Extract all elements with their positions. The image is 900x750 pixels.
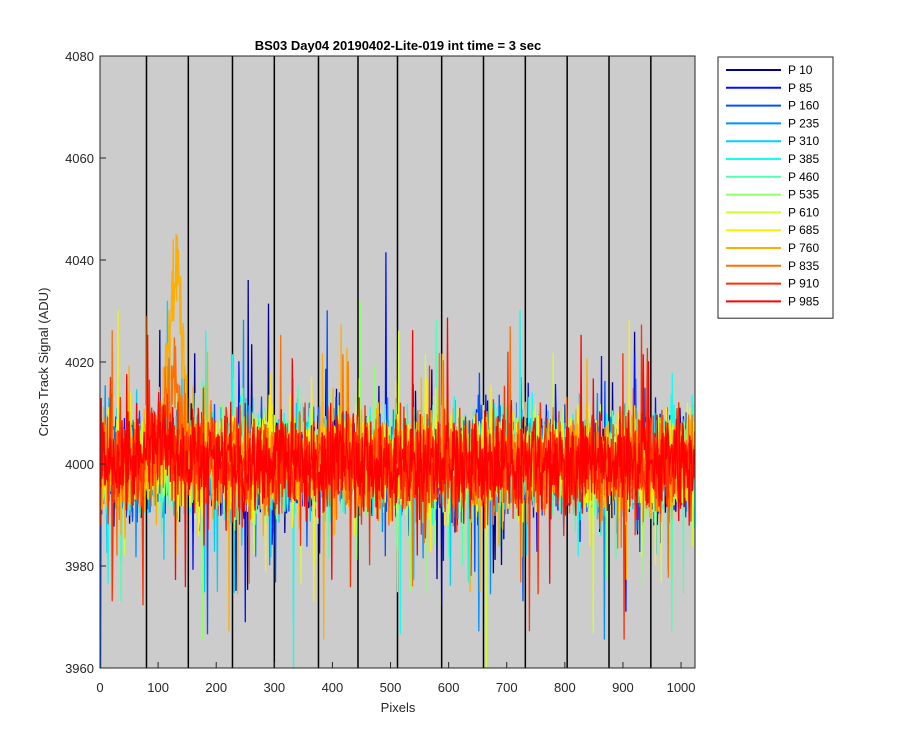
- legend: P 10 P 85 P 160 P 235 P 310 P 385 P 460 P 535 P …: [717, 56, 834, 319]
- y-tick-label: 4040: [65, 253, 94, 268]
- x-tick-label: 700: [496, 680, 518, 695]
- legend-label: P 610: [788, 205, 819, 219]
- legend-label: P 10: [788, 63, 813, 77]
- x-tick-label: 600: [438, 680, 460, 695]
- legend-label: P 835: [788, 259, 819, 273]
- y-tick-label: 3960: [65, 661, 94, 676]
- x-axis-label: Pixels: [381, 700, 416, 715]
- x-tick-label: 400: [322, 680, 344, 695]
- chart-title: BS03 Day04 20190402-Lite-019 int time = …: [255, 38, 542, 53]
- x-tick-label: 900: [612, 680, 634, 695]
- legend-label: P 685: [788, 223, 819, 237]
- legend-label: P 385: [788, 152, 819, 166]
- legend-label: P 235: [788, 116, 819, 130]
- x-tick-label: 0: [96, 680, 103, 695]
- y-tick-label: 4060: [65, 151, 94, 166]
- series-line: [100, 317, 695, 588]
- legend-label: P 160: [788, 99, 819, 113]
- legend-label: P 910: [788, 277, 819, 291]
- y-tick-label: 4020: [65, 355, 94, 370]
- x-tick-label: 500: [380, 680, 402, 695]
- legend-label: P 310: [788, 134, 819, 148]
- y-tick-label: 4080: [65, 49, 94, 64]
- series-group: [100, 233, 695, 668]
- x-tick-label: 200: [205, 680, 227, 695]
- y-axis-label: Cross Track Signal (ADU): [36, 288, 51, 437]
- legend-label: P 85: [788, 81, 813, 95]
- legend-label: P 985: [788, 294, 819, 308]
- y-tick-label: 4000: [65, 457, 94, 472]
- x-axis-ticks: 0 100 200 300 400 500 600 700 800 900 1000: [96, 662, 696, 695]
- x-tick-label: 1000: [667, 680, 696, 695]
- legend-label: P 760: [788, 241, 819, 255]
- legend-label: P 460: [788, 170, 819, 184]
- y-tick-label: 3980: [65, 559, 94, 574]
- x-tick-label: 300: [263, 680, 285, 695]
- x-tick-label: 800: [554, 680, 576, 695]
- y-axis-ticks: 3960 3980 4000 4020 4040 4060 4080: [65, 49, 106, 676]
- x-tick-label: 100: [147, 680, 169, 695]
- legend-label: P 535: [788, 188, 819, 202]
- legend-box: [717, 56, 834, 319]
